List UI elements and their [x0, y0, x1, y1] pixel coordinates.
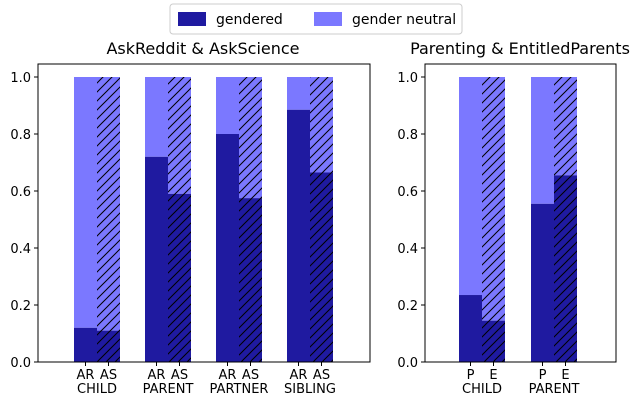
bar-segment-gendered: [531, 203, 554, 362]
y-tick-label: 0.0: [397, 356, 418, 371]
legend: gendered gender neutral: [169, 3, 463, 35]
x-bar-label: P: [467, 368, 475, 383]
legend-label-gendered: gendered: [216, 12, 283, 28]
chart-panel-parenting-entitledparents: Parenting & EntitledParents 0.0 0.2 0.4 0.6…: [397, 39, 630, 397]
bar-segment-gendered: [145, 156, 168, 362]
x-bar-label: AS: [242, 368, 259, 383]
bar-segment-gender-neutral: [74, 77, 97, 328]
bars-layer: [74, 77, 333, 363]
x-bar-label: AR: [77, 368, 95, 383]
legend-swatch-gender-neutral: [314, 12, 342, 26]
y-tick-label: 1.0: [397, 71, 418, 86]
x-bar-label: P: [539, 368, 547, 383]
bar-segment-gendered: [459, 295, 482, 362]
x-group-label: PARTNER: [210, 382, 269, 394]
chart-title: AskReddit & AskScience: [106, 39, 299, 58]
bar-hatch-overlay: [310, 77, 333, 362]
chart-panel-askreddit-askscience: AskReddit & AskScience 0.0 0.2 0.4 0.6 0.8 1.…: [10, 39, 371, 397]
bar-segment-gender-neutral: [216, 77, 239, 134]
x-bar-label: AR: [219, 368, 237, 383]
chart-title: Parenting & EntitledParents: [410, 39, 630, 58]
bar-segment-gender-neutral: [145, 77, 168, 157]
y-tick-label: 1.0: [10, 71, 31, 86]
x-group-label: CHILD: [77, 382, 117, 394]
bar-hatch-overlay: [554, 77, 577, 362]
bar-segment-gendered: [74, 327, 97, 362]
y-tick-label: 0.0: [10, 356, 31, 371]
plot-frame: [424, 63, 617, 363]
x-bar-label: AS: [171, 368, 188, 383]
x-group-label: CHILD: [462, 382, 502, 394]
x-group-label: PARENT: [143, 382, 194, 394]
y-tick-label: 0.6: [397, 185, 418, 200]
legend-swatch-gendered: [178, 12, 206, 26]
x-bar-label: AR: [148, 368, 166, 383]
y-tick-label: 0.6: [10, 185, 31, 200]
x-bar-label: E: [561, 368, 569, 383]
y-axis: 0.0 0.2 0.4 0.6 0.8 1.0: [10, 71, 38, 371]
bar-segment-gender-neutral: [287, 77, 310, 110]
bar-segment-gendered: [216, 134, 239, 362]
bar-hatch-overlay: [168, 77, 191, 362]
bar-hatch-overlay: [239, 77, 262, 362]
y-tick-label: 0.4: [397, 242, 418, 257]
y-tick-label: 0.4: [10, 242, 31, 257]
x-bar-label: E: [489, 368, 497, 383]
y-tick-label: 0.8: [397, 128, 418, 143]
legend-label-gender-neutral: gender neutral: [352, 12, 456, 28]
plot-frame: [37, 63, 371, 363]
bar-segment-gender-neutral: [459, 77, 482, 296]
bar-hatch-overlay: [97, 77, 120, 362]
bars-layer: [459, 77, 577, 362]
x-bar-label: AR: [290, 368, 308, 383]
y-tick-label: 0.2: [10, 299, 31, 314]
x-group-label: SIBLING: [284, 382, 336, 394]
y-tick-label: 0.8: [10, 128, 31, 143]
bar-segment-gender-neutral: [531, 77, 554, 204]
y-axis: 0.0 0.2 0.4 0.6 0.8 1.0: [397, 71, 425, 371]
x-bar-label: AS: [313, 368, 330, 383]
bar-segment-gendered: [287, 109, 310, 363]
y-tick-label: 0.2: [397, 299, 418, 314]
x-group-label: PARENT: [529, 382, 580, 394]
x-bar-label: AS: [100, 368, 117, 383]
bar-hatch-overlay: [482, 77, 505, 362]
